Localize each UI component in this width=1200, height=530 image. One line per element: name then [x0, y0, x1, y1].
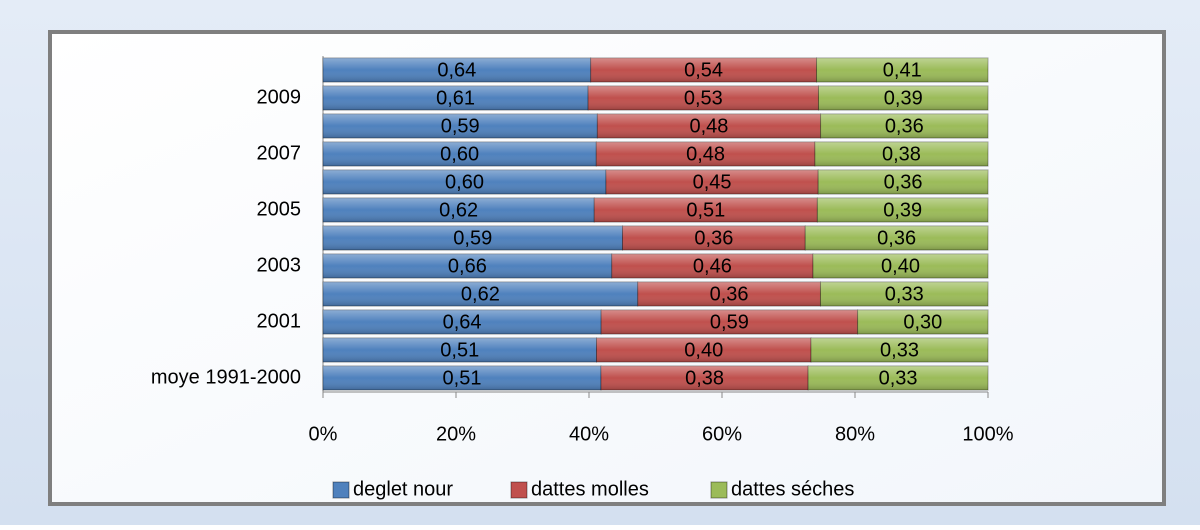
x-tick-label: 20%	[436, 423, 476, 445]
legend-swatch	[332, 481, 350, 499]
value-label: 0,54	[684, 59, 723, 81]
value-label: 0,59	[453, 227, 492, 249]
value-label: 0,39	[883, 199, 922, 221]
value-label: 0,40	[684, 339, 723, 361]
x-tick-label: 60%	[702, 423, 742, 445]
x-tick-label: 100%	[962, 423, 1013, 445]
y-tick-label: 2009	[257, 86, 302, 108]
value-label: 0,30	[903, 311, 942, 333]
value-label: 0,62	[439, 199, 478, 221]
value-label: 0,39	[884, 87, 923, 109]
value-label: 0,64	[443, 311, 482, 333]
value-label: 0,36	[710, 283, 749, 305]
value-label: 0,48	[686, 143, 725, 165]
value-label: 0,45	[693, 171, 732, 193]
value-label: 0,51	[686, 199, 725, 221]
value-label: 0,64	[437, 59, 476, 81]
value-label: 0,60	[445, 171, 484, 193]
legend-label: dattes molles	[531, 478, 649, 500]
value-label: 0,33	[880, 339, 919, 361]
value-label: 0,38	[685, 367, 724, 389]
value-label: 0,59	[441, 115, 480, 137]
value-label: 0,53	[684, 87, 723, 109]
value-label: 0,48	[690, 115, 729, 137]
x-tick-label: 80%	[835, 423, 875, 445]
value-label: 0,62	[461, 283, 500, 305]
legend-label: deglet nour	[353, 478, 453, 500]
x-tick-label: 0%	[309, 423, 338, 445]
value-label: 0,36	[884, 171, 923, 193]
legend-label: dattes séches	[731, 478, 854, 500]
y-tick-label: 2007	[257, 142, 302, 164]
y-tick-label: 2001	[257, 310, 302, 332]
value-label: 0,66	[448, 255, 487, 277]
legend-swatch	[510, 481, 528, 499]
value-label: 0,36	[694, 227, 733, 249]
x-tick-label: 40%	[569, 423, 609, 445]
value-label: 0,51	[443, 367, 482, 389]
value-label: 0,59	[710, 311, 749, 333]
value-label: 0,33	[879, 367, 918, 389]
value-label: 0,41	[883, 59, 922, 81]
value-label: 0,40	[881, 255, 920, 277]
value-label: 0,46	[693, 255, 732, 277]
value-label: 0,61	[436, 87, 475, 109]
value-label: 0,36	[877, 227, 916, 249]
value-label: 0,33	[885, 283, 924, 305]
value-label: 0,60	[440, 143, 479, 165]
y-tick-label: 2005	[257, 198, 302, 220]
value-label: 0,36	[885, 115, 924, 137]
value-label: 0,51	[440, 339, 479, 361]
y-tick-label: 2003	[257, 254, 302, 276]
y-tick-label: moye 1991-2000	[151, 366, 301, 388]
legend-swatch	[710, 481, 728, 499]
value-label: 0,38	[882, 143, 921, 165]
